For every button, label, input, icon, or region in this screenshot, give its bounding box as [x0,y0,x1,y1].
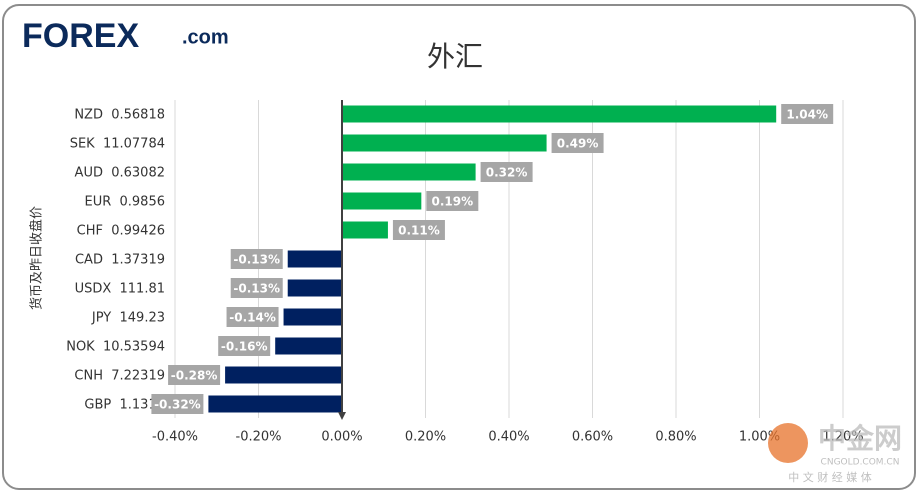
bar [275,337,342,355]
bar [283,308,342,326]
value-label: 0.19% [432,195,474,209]
value-label-box [426,191,479,211]
x-tick-label: 0.00% [321,430,362,445]
value-label-box [168,365,221,385]
bar [342,134,547,152]
y-tick-label: USDX 111.81 [75,282,165,297]
y-tick-label: SEK 11.07784 [70,137,165,152]
chart-title: 外汇 [427,40,483,73]
value-label-box [480,162,533,182]
logo: FOREX [22,17,139,55]
logo-suffix: .com [182,26,229,48]
value-label: -0.32% [154,398,201,412]
frame [2,4,916,490]
value-label: -0.13% [233,282,280,296]
bar [208,395,342,413]
value-label: -0.13% [233,253,280,267]
bar [342,163,476,181]
watermark-tagline: 中 文 财 经 媒 体 [788,470,871,484]
axis-arrow [338,412,346,420]
value-label-box [230,278,283,298]
bar [342,221,388,239]
value-label: -0.28% [171,369,218,383]
watermark: 中金网 CNGOLD.COM.CN 中 文 财 经 媒 体 [768,422,902,484]
x-tick-label: 0.60% [572,430,613,445]
y-tick-label: CNH 7.22319 [74,369,165,384]
watermark-icon [768,423,808,463]
y-tick-label: GBP 1.1319 [84,398,165,413]
bar [225,366,342,384]
x-tick-label: 0.20% [405,430,446,445]
y-tick-label: NOK 10.53594 [66,340,165,355]
value-label: 0.49% [557,137,599,151]
value-label: 1.04% [786,108,828,122]
value-label: -0.14% [229,311,276,325]
value-label-box [230,249,283,269]
y-tick-label: AUD 0.63082 [75,166,165,181]
y-tick-label: CAD 1.37319 [75,253,165,268]
bar [287,279,342,297]
y-tick-label: NZD 0.56818 [74,108,165,123]
y-axis-title: 货币及昨日收盘价 [29,206,45,310]
y-tick-label: CHF 0.99426 [77,224,165,239]
value-label-box [226,307,279,327]
watermark-domain: CNGOLD.COM.CN [821,458,900,468]
value-label: 0.32% [486,166,528,180]
bar [342,105,777,123]
value-label-box [218,336,271,356]
x-tick-label: -0.20% [236,430,282,445]
value-label: 0.11% [398,224,440,238]
value-label-box [781,104,834,124]
value-label-box [551,133,604,153]
x-tick-label: 0.40% [488,430,529,445]
y-tick-label: EUR 0.9856 [84,195,165,210]
y-tick-label: JPY 149.23 [91,311,165,326]
value-label-box [151,394,204,414]
x-tick-label: 0.80% [655,430,696,445]
value-label: -0.16% [221,340,268,354]
x-tick-label: -0.40% [152,430,198,445]
bar [287,250,342,268]
bar [342,192,422,210]
watermark-name: 中金网 [818,422,902,455]
x-tick-label: 1.20% [822,430,863,445]
value-label-box [392,220,445,240]
